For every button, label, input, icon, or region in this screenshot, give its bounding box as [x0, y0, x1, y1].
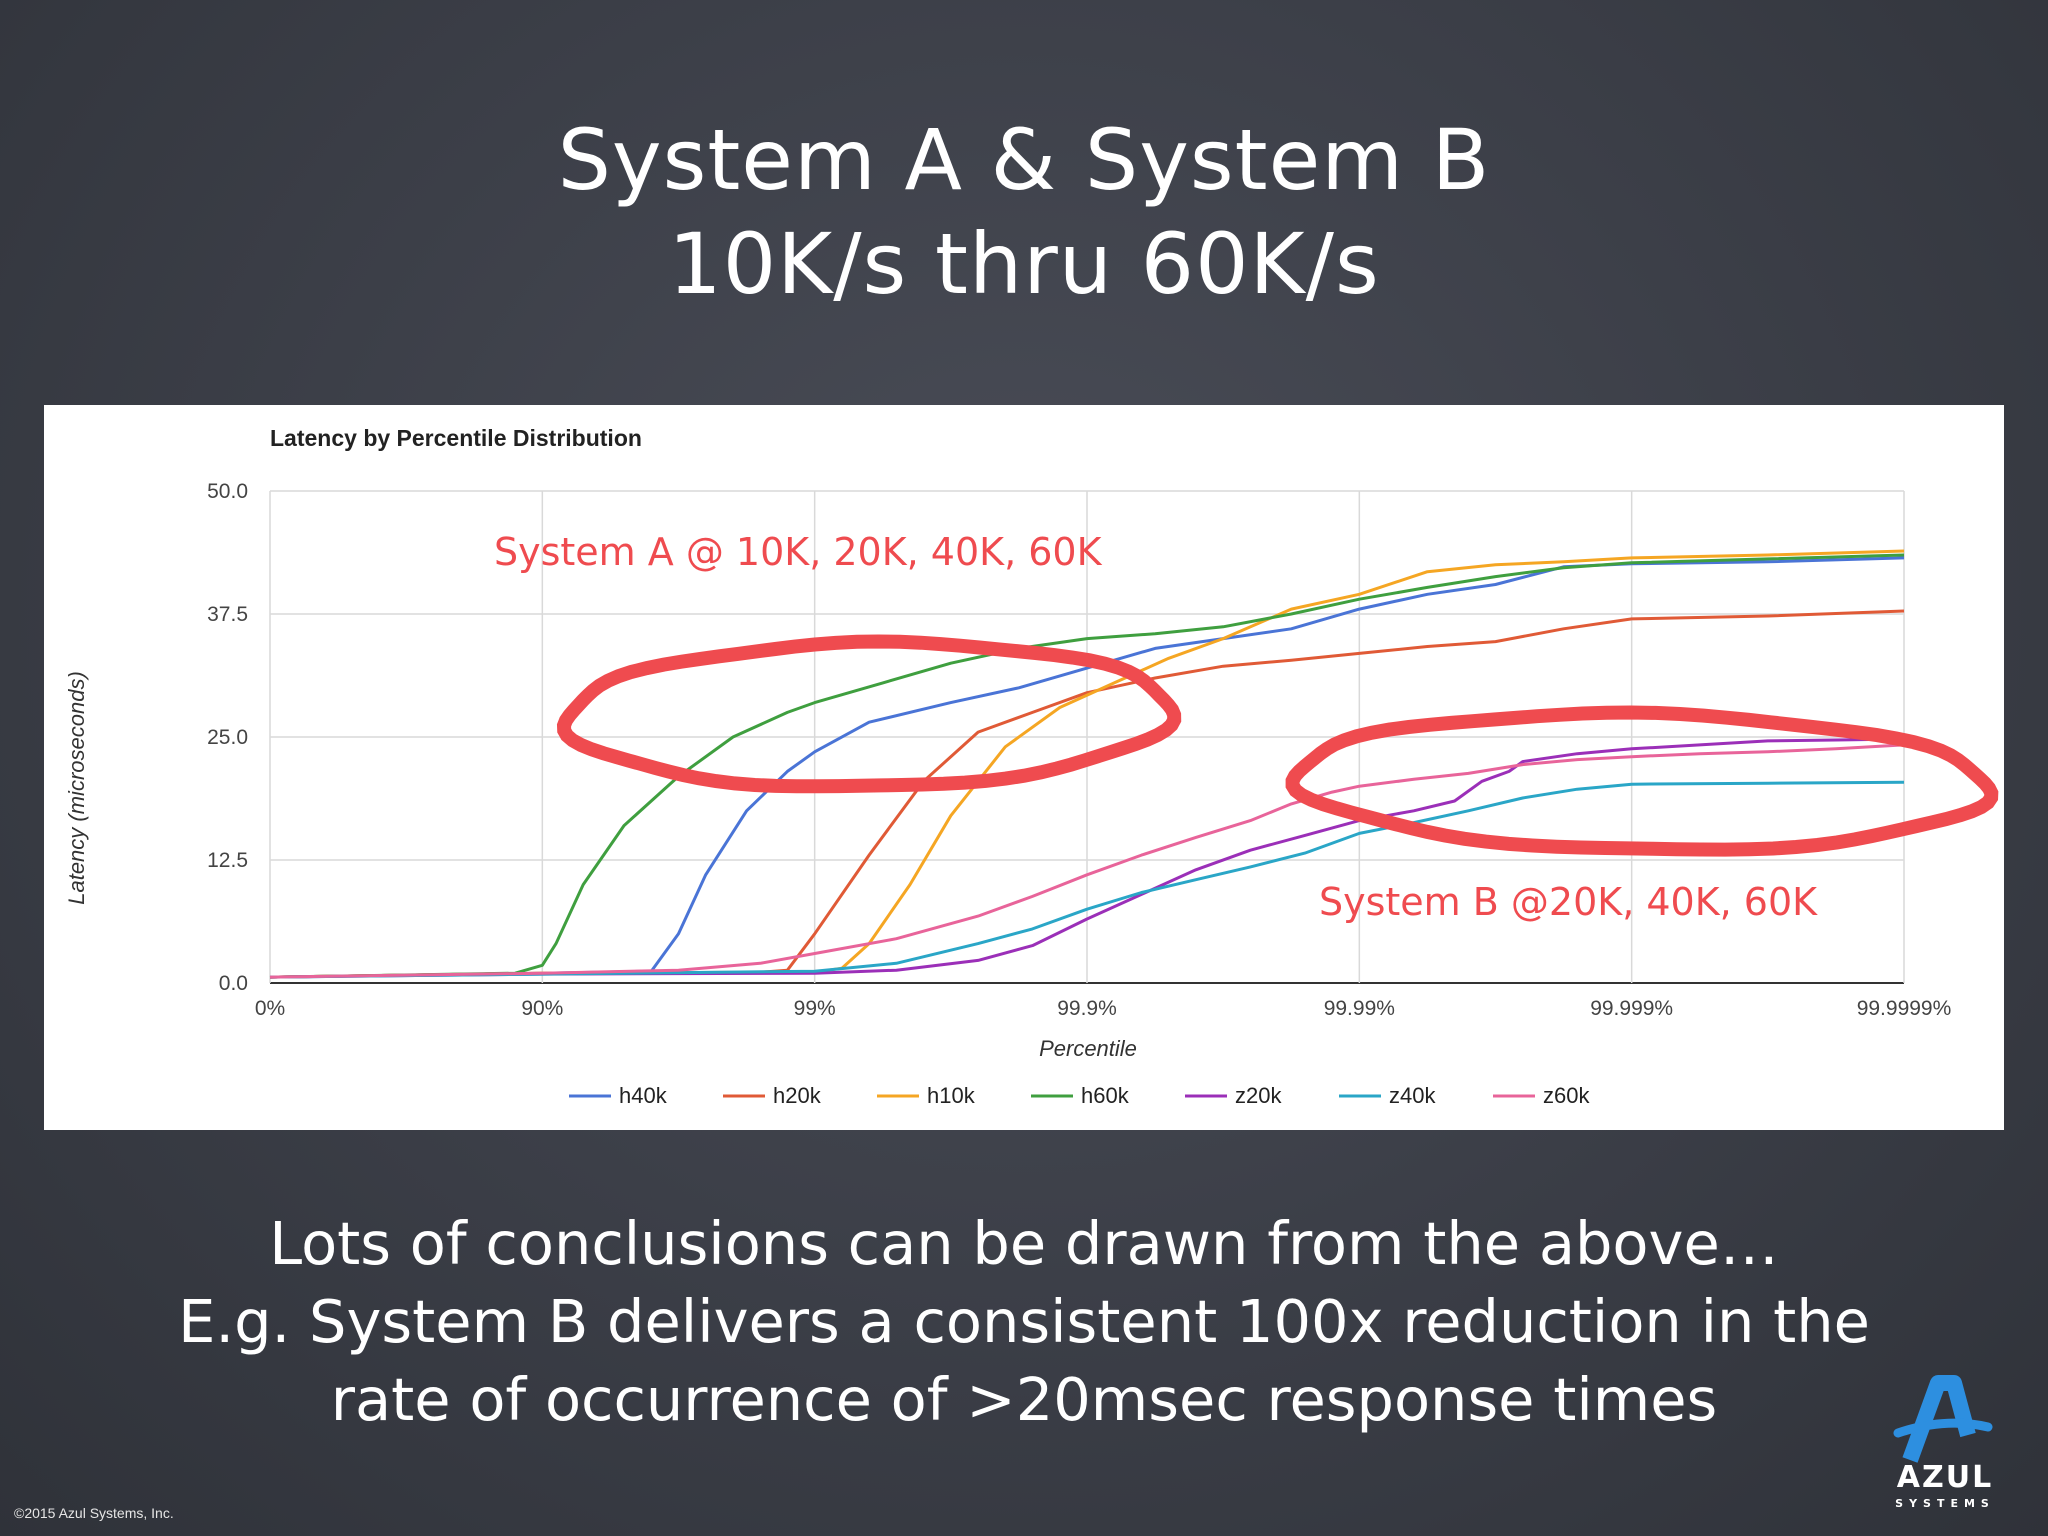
legend-item-h40k: h40k [569, 1083, 668, 1108]
annotation-oval-b [1285, 705, 1999, 857]
azul-logo-icon [1893, 1375, 1993, 1463]
x-tick-label: 0% [255, 997, 285, 1020]
legend-label: z40k [1389, 1083, 1436, 1108]
x-tick-label: 99.9999% [1857, 997, 1952, 1020]
legend-item-z60k: z60k [1493, 1083, 1590, 1108]
y-tick-label: 12.5 [207, 849, 248, 872]
legend-item-h10k: h10k [877, 1083, 976, 1108]
legend-label: h20k [773, 1083, 822, 1108]
legend-label: h10k [927, 1083, 976, 1108]
series-line-h20k [269, 609, 1905, 979]
body-line2: E.g. System B delivers a consistent 100x… [178, 1287, 1870, 1356]
legend-label: h40k [619, 1083, 668, 1108]
x-tick-label: 99.99% [1324, 997, 1395, 1020]
x-tick-label: 90% [521, 997, 563, 1020]
x-axis-ticks: 0% 90% 99% 99.9% 99.99% 99.999% 99.9999% [255, 997, 1951, 1020]
annotation-system-a: System A @ 10K, 20K, 40K, 60K [494, 530, 1103, 574]
legend-item-z20k: z20k [1185, 1083, 1282, 1108]
series-line-z60k [269, 743, 1905, 979]
chart-grid [269, 490, 1905, 984]
annotation-layer: System A @ 10K, 20K, 40K, 60K System B @… [494, 530, 1999, 924]
body-line3: rate of occurrence of >20msec response t… [330, 1365, 1718, 1434]
x-tick-label: 99.999% [1590, 997, 1673, 1020]
legend-item-h20k: h20k [723, 1083, 822, 1108]
x-axis-label: Percentile [1039, 1036, 1137, 1061]
annotation-system-b: System B @20K, 40K, 60K [1319, 880, 1818, 924]
logo-text: AZUL [1896, 1460, 1994, 1495]
series-line-h40k [269, 556, 1905, 979]
y-tick-label: 37.5 [207, 603, 248, 626]
body-line1: Lots of conclusions can be drawn from th… [269, 1209, 1779, 1278]
body-text: Lots of conclusions can be drawn from th… [0, 1205, 2048, 1439]
series-line-z40k [269, 780, 1905, 979]
latency-chart: Latency by Percentile Distribution 0.0 12… [64, 425, 1999, 1108]
y-tick-label: 25.0 [207, 726, 248, 749]
legend-label: z20k [1235, 1083, 1282, 1108]
y-tick-label: 50.0 [207, 480, 248, 503]
chart-panel: Latency by Percentile Distribution 0.0 12… [44, 405, 2004, 1130]
x-tick-label: 99.9% [1057, 997, 1117, 1020]
legend-label: h60k [1081, 1083, 1130, 1108]
slide-title: System A & System B 10K/s thru 60K/s [0, 108, 2048, 316]
copyright-text: ©2015 Azul Systems, Inc. [14, 1505, 174, 1521]
logo-subtext: SYSTEMS [1895, 1497, 1995, 1510]
y-axis-ticks: 0.0 12.5 25.0 37.5 50.0 [207, 480, 248, 995]
slide-title-line1: System A & System B [557, 111, 1491, 209]
legend-item-z40k: z40k [1339, 1083, 1436, 1108]
annotation-oval-a [556, 634, 1182, 794]
chart-legend: h40k h20k h10k h60k z20k z40k z60k [569, 1083, 1590, 1108]
x-tick-label: 99% [794, 997, 836, 1020]
legend-label: z60k [1543, 1083, 1590, 1108]
y-axis-label: Latency (microseconds) [64, 671, 89, 905]
y-tick-label: 0.0 [219, 972, 248, 995]
series-line-h60k [269, 553, 1905, 979]
chart-title: Latency by Percentile Distribution [270, 425, 642, 451]
legend-item-h60k: h60k [1031, 1083, 1130, 1108]
slide-title-line2: 10K/s thru 60K/s [668, 215, 1380, 313]
